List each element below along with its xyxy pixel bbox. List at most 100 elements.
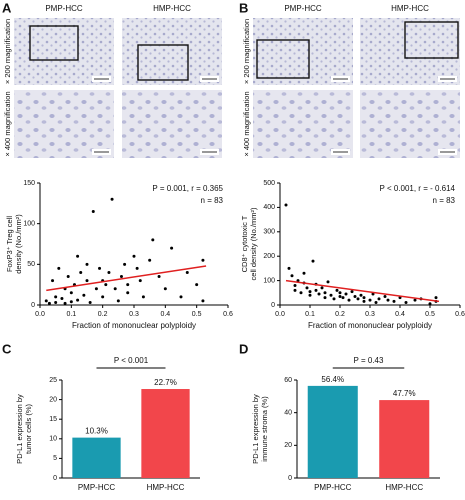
panel-label: C xyxy=(2,341,12,356)
point xyxy=(428,302,432,306)
micrograph xyxy=(122,18,222,85)
point xyxy=(104,283,108,287)
y-axis-label: FoxP3⁺ Treg cell xyxy=(5,216,14,272)
zoom-box xyxy=(29,25,79,61)
point xyxy=(179,295,183,299)
y-tick-label: 15 xyxy=(49,416,57,423)
point xyxy=(44,299,48,303)
point xyxy=(296,279,300,283)
zoom-box xyxy=(137,44,189,81)
y-axis-label: CD8⁺ cytotoxic T xyxy=(240,215,249,272)
point xyxy=(54,301,58,305)
row-label: × 400 magnification xyxy=(3,91,12,156)
value-label: 47.7% xyxy=(393,389,416,398)
point xyxy=(66,275,70,279)
point xyxy=(362,296,366,300)
point xyxy=(57,266,61,270)
annotation: P = 0.001, r = 0.365 xyxy=(152,184,223,193)
point xyxy=(287,266,291,270)
point xyxy=(76,254,80,258)
point xyxy=(347,298,351,302)
point xyxy=(91,209,95,213)
point xyxy=(94,287,98,291)
y-axis-label: tumor cells (%) xyxy=(24,403,33,454)
x-axis-label: Fraction of mononuclear polyploidy xyxy=(72,321,196,330)
column-title: HMP-HCC xyxy=(153,4,191,13)
point xyxy=(377,297,381,301)
y-tick-label: 10 xyxy=(49,436,57,443)
point xyxy=(311,259,315,263)
y-tick-label: 5 xyxy=(53,455,57,462)
zoom-box xyxy=(256,39,310,79)
y-tick-label: 0 xyxy=(271,302,275,309)
point xyxy=(76,298,80,302)
x-tick-label: 0.5 xyxy=(192,311,202,318)
point xyxy=(434,296,438,300)
point xyxy=(404,301,408,305)
point xyxy=(374,301,378,305)
y-tick-label: 0 xyxy=(288,475,292,482)
point xyxy=(107,270,111,274)
point xyxy=(338,294,342,298)
point xyxy=(350,290,354,294)
point xyxy=(132,254,136,258)
x-tick-label: HMP-HCC xyxy=(147,483,185,492)
point xyxy=(329,293,333,297)
y-axis-label: PD-L1 expression by xyxy=(251,394,260,464)
point xyxy=(151,238,155,242)
y-tick-label: 25 xyxy=(49,377,57,384)
panel-label: B xyxy=(239,0,248,15)
point xyxy=(51,279,55,283)
point xyxy=(317,292,321,296)
y-tick-label: 100 xyxy=(263,277,275,284)
point xyxy=(135,266,139,270)
point xyxy=(359,293,363,297)
point xyxy=(60,296,64,300)
point xyxy=(293,283,297,287)
point xyxy=(47,301,51,305)
point xyxy=(185,270,189,274)
point xyxy=(341,296,345,300)
y-tick-label: 100 xyxy=(23,221,35,228)
point xyxy=(113,287,117,291)
y-tick-label: 0 xyxy=(53,475,57,482)
column-title: PMP-HCC xyxy=(45,4,83,13)
annotation: n = 83 xyxy=(201,196,224,205)
point xyxy=(308,293,312,297)
point xyxy=(98,266,102,270)
panel-label: A xyxy=(2,0,12,15)
x-tick-label: 0.4 xyxy=(160,311,170,318)
x-axis-label: Fraction of mononuclear polyploidy xyxy=(308,321,432,330)
point xyxy=(323,291,327,295)
x-tick-label: 0.6 xyxy=(455,311,465,318)
point xyxy=(85,279,89,283)
point xyxy=(126,283,130,287)
point xyxy=(332,297,336,301)
point xyxy=(353,294,357,298)
point xyxy=(386,298,390,302)
value-label: 56.4% xyxy=(321,375,344,384)
point xyxy=(163,287,167,291)
point xyxy=(201,258,205,262)
micrograph xyxy=(14,90,114,158)
column-title: HMP-HCC xyxy=(391,4,429,13)
point xyxy=(290,274,294,278)
x-tick-label: 0.0 xyxy=(275,311,285,318)
column-title: PMP-HCC xyxy=(284,4,322,13)
x-tick-label: 0.3 xyxy=(365,311,375,318)
point xyxy=(293,288,297,292)
micrograph xyxy=(14,18,114,85)
zoom-box xyxy=(404,21,459,59)
annotation: n = 83 xyxy=(433,196,456,205)
point xyxy=(308,290,312,294)
point xyxy=(323,296,327,300)
micrograph xyxy=(360,18,460,85)
point xyxy=(138,279,142,283)
point xyxy=(320,286,324,290)
point xyxy=(338,291,342,295)
point xyxy=(398,296,402,300)
point xyxy=(170,246,174,250)
panel-label: D xyxy=(239,341,248,356)
